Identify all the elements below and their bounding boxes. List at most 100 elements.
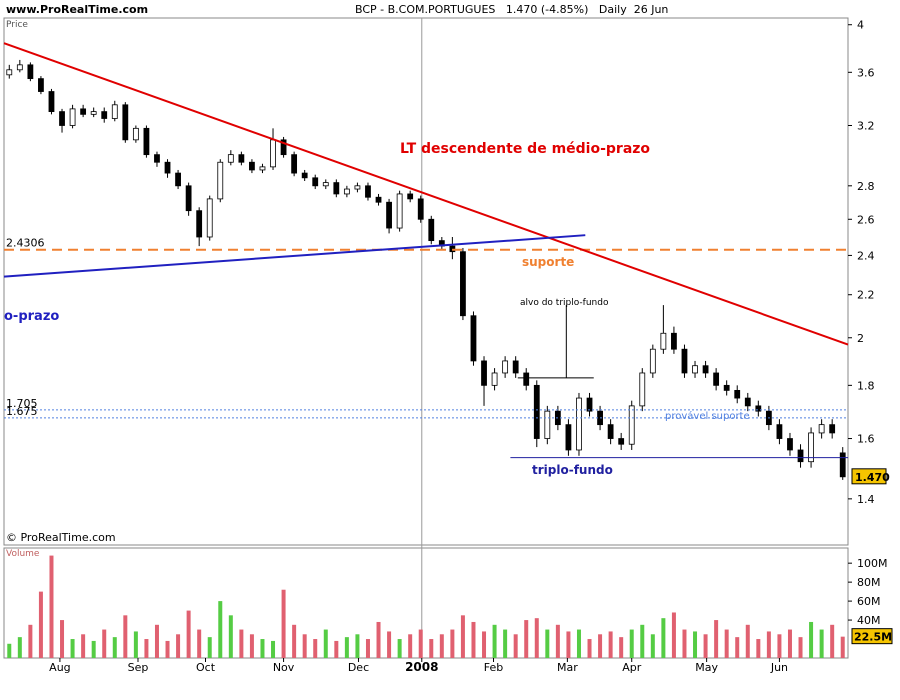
volume-bar	[809, 621, 814, 658]
volume-bar	[154, 624, 159, 658]
y-tick-label: 2	[857, 332, 864, 345]
volume-bar	[123, 615, 128, 658]
volume-bar	[450, 629, 455, 658]
line-name: o-prazo	[4, 309, 59, 324]
volume-bar	[197, 629, 202, 658]
y-tick-label: 2.4	[857, 249, 875, 262]
volume-bar	[365, 639, 370, 658]
x-tick-label: Sep	[128, 661, 149, 674]
y-tick-label: 3.6	[857, 66, 875, 79]
candle-body	[69, 108, 76, 126]
candle-body	[196, 210, 203, 238]
candle-body	[27, 64, 34, 80]
volume-bar	[830, 624, 835, 658]
volume-bar	[355, 634, 360, 658]
candle-body	[428, 218, 435, 242]
candle-body	[365, 185, 371, 198]
candle-body	[417, 198, 424, 220]
candle-body	[565, 424, 572, 451]
candle-body	[280, 139, 287, 156]
site: www.ProRealTime.com	[6, 3, 148, 16]
candle-body	[238, 154, 245, 163]
volume-bar	[228, 615, 233, 658]
volume-bar	[28, 624, 33, 658]
candle-body	[59, 111, 65, 126]
candle-body	[512, 360, 519, 374]
volume-bar	[376, 621, 381, 658]
candle-body	[523, 372, 530, 386]
candle-body	[38, 78, 44, 92]
candle-body	[586, 397, 593, 412]
candle-body	[101, 111, 108, 119]
level-name: provável suporte	[665, 410, 750, 422]
x-tick-label: May	[695, 661, 718, 674]
y-tick-label: 4	[857, 19, 864, 32]
volume-bar	[102, 629, 107, 658]
volume-bar	[598, 634, 603, 658]
trend-line	[3, 234, 586, 278]
volume-bar	[671, 612, 676, 658]
candle-body	[818, 424, 825, 434]
candle-body	[291, 154, 298, 174]
volume-bar	[323, 629, 328, 658]
volume-bar	[408, 634, 413, 658]
volume-bar	[344, 637, 349, 658]
volume-bar	[587, 639, 592, 658]
candle-body	[744, 397, 751, 407]
y-tick-label: 100M	[857, 557, 888, 570]
candle-body	[217, 161, 224, 200]
candle-body	[808, 432, 814, 463]
candle-body	[649, 348, 656, 374]
volume-bar	[787, 629, 792, 658]
y-tick-label: 2.2	[857, 289, 875, 302]
volume-label: Volume	[6, 549, 40, 559]
candle-body	[660, 332, 667, 350]
line-name: LT descendente de médio-prazo	[400, 141, 650, 157]
volume-bar	[334, 640, 339, 658]
candle-body	[175, 172, 181, 187]
volume-bar	[555, 624, 560, 658]
candle-body	[787, 438, 793, 451]
candle-body	[639, 372, 646, 407]
candle-body	[48, 91, 55, 113]
volume-bar	[629, 629, 634, 658]
candle-body	[154, 154, 160, 163]
volume-bar	[397, 639, 402, 658]
volume-bar	[439, 634, 444, 658]
volume-bar	[503, 629, 508, 658]
candle-body	[164, 161, 171, 174]
candle-body	[502, 360, 509, 374]
volume-bar	[144, 639, 149, 658]
candle-body	[628, 405, 635, 445]
candle-body	[713, 372, 720, 386]
volume-bar	[207, 637, 212, 658]
candle-body	[16, 64, 23, 71]
volume-bar	[534, 618, 539, 658]
volume-bar	[249, 634, 254, 658]
volume-bar	[281, 589, 286, 658]
line-name: alvo do triplo-fundo	[520, 298, 609, 308]
volume-bar	[566, 631, 571, 658]
volume-bar	[693, 631, 698, 658]
candle-body	[375, 196, 382, 203]
volume-bar	[471, 621, 476, 658]
volume-bar	[49, 555, 54, 658]
candle-body	[607, 424, 614, 439]
x-tick-label: Apr	[622, 661, 642, 674]
candle-body	[6, 69, 13, 76]
volume-bar	[840, 636, 845, 658]
y-tick-label: 1.4	[857, 493, 875, 506]
volume-bar	[91, 640, 96, 658]
candle-body	[797, 449, 804, 463]
x-tick-label: Nov	[273, 661, 295, 674]
candle-body	[301, 172, 308, 179]
level-name: suporte	[522, 255, 574, 269]
candle-body	[481, 360, 487, 386]
volume-bar	[38, 591, 43, 658]
volume-bar	[640, 624, 645, 658]
candle-body	[533, 384, 540, 439]
volume-bar	[724, 629, 729, 658]
candle-body	[776, 424, 783, 439]
